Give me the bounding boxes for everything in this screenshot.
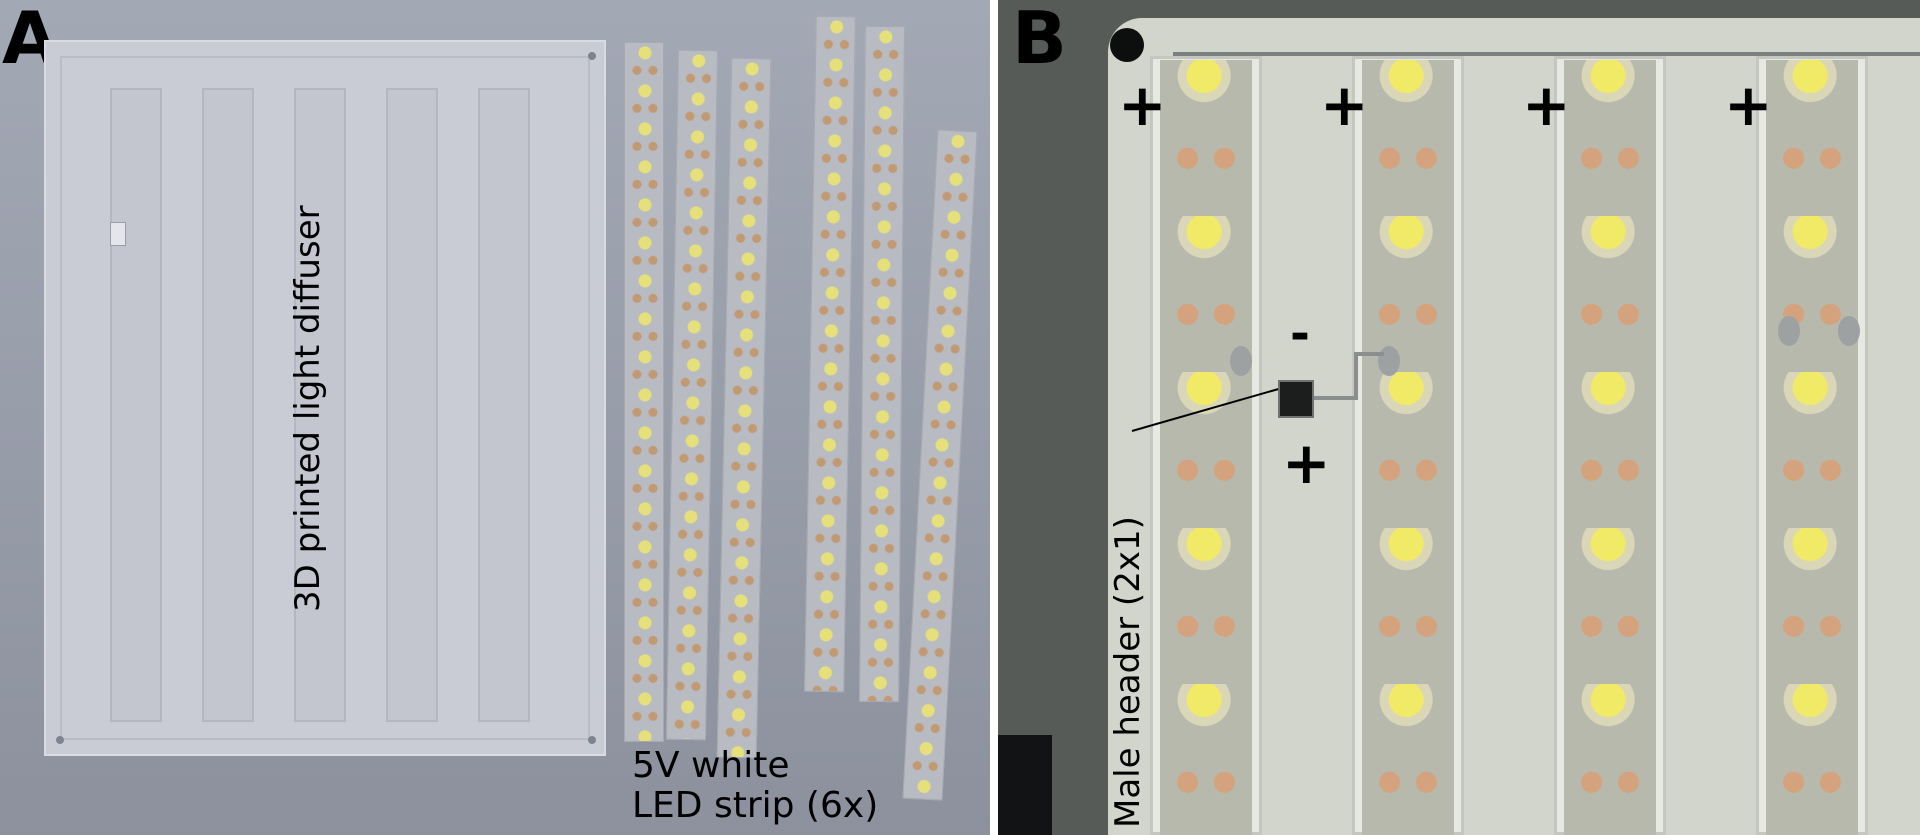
jumper-wire [1308, 396, 1356, 400]
diffuser-slot [202, 88, 254, 722]
diffuser-label: 3D printed light diffuser [288, 205, 328, 612]
mounting-hole [56, 736, 64, 744]
diffuser-frame [60, 56, 590, 740]
led-strip [902, 129, 978, 801]
diffuser-slot [478, 88, 530, 722]
panel-a: A 3D printed light diffuser 5V white LED… [0, 0, 990, 835]
panel-b-letter: B [1012, 0, 1067, 80]
jumper-wire [1354, 352, 1384, 356]
plus-marker: + [1522, 71, 1571, 139]
diffuser-slot [110, 88, 162, 722]
dark-object [998, 735, 1052, 835]
led-strip [1160, 60, 1252, 835]
solder-joint [1230, 346, 1252, 376]
led-strip [1362, 60, 1454, 835]
plus-marker: + [1320, 71, 1369, 139]
led-strip [1766, 60, 1858, 835]
led-strip [624, 42, 664, 742]
solder-joint [1838, 316, 1860, 346]
light-diffuser-plate [44, 40, 606, 756]
led-strip-label-line1: 5V white [632, 745, 790, 786]
solder-joint [1778, 316, 1800, 346]
plus-marker: + [1724, 71, 1773, 139]
minus-marker: - [1290, 306, 1310, 362]
male-header [1278, 380, 1314, 418]
mounting-hole [588, 736, 596, 744]
led-strip-label-line2: LED strip (6x) [632, 785, 879, 826]
led-strip [716, 57, 772, 759]
diffuser-slot [294, 88, 346, 722]
diffuser-tab [110, 222, 126, 246]
mounting-hole [588, 52, 596, 60]
led-strip [665, 49, 719, 741]
male-header-label: Male header (2x1) [1108, 516, 1148, 828]
led-strip [1564, 60, 1656, 835]
jumper-wire [1354, 352, 1358, 400]
led-strip [804, 15, 856, 693]
plus-marker: + [1118, 71, 1167, 139]
solder-joint [1378, 346, 1400, 376]
power-wire [1173, 52, 1920, 56]
plus-marker: + [1282, 429, 1331, 497]
panel-divider [990, 0, 998, 835]
led-strip [859, 25, 905, 703]
panel-b: B + + + + - + Male header (2x1) [998, 0, 1920, 835]
diffuser-slot [386, 88, 438, 722]
screw [1110, 28, 1144, 62]
